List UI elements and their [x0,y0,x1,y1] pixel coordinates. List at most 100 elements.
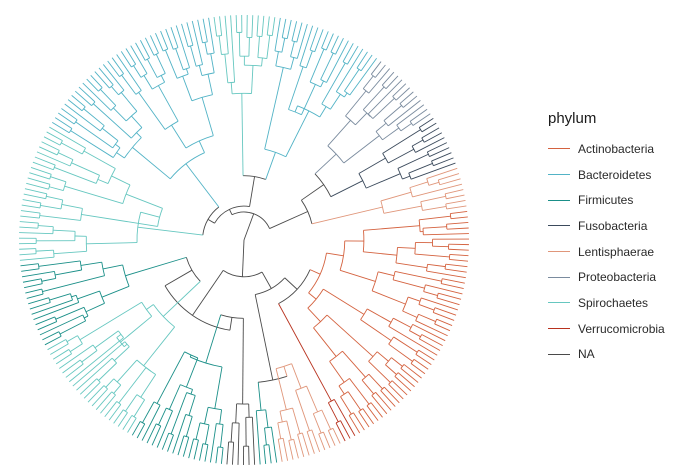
tree-branch [114,346,130,361]
tree-arc [183,67,190,71]
tree-arc [110,105,117,111]
tree-branch [355,112,368,126]
tree-branch [360,319,392,341]
legend-label: NA [578,347,595,362]
tree-branch [403,364,422,379]
tree-branch [25,288,42,294]
tree-branch [113,409,124,424]
tree-branch [446,222,469,225]
tree-arc [54,271,57,279]
legend-swatch [548,353,570,355]
tree-arc [336,91,345,98]
tree-branch [326,314,374,357]
tree-branch [207,219,215,224]
tree-branch [171,124,187,149]
tree-branch [168,384,181,410]
tree-branch [308,292,317,300]
tree-branch [358,157,386,174]
tree-arc [131,415,137,419]
tree-branch [98,67,114,86]
tree-branch [275,368,287,410]
tree-branch [249,176,256,207]
tree-branch [53,229,76,232]
tree-branch [19,256,55,261]
tree-arc [40,278,43,284]
tree-branch [39,314,83,336]
tree-branch [61,142,83,155]
tree-branch [190,389,193,395]
tree-branch [412,113,431,126]
tree-branch [370,61,382,75]
tree-branch [434,323,451,332]
tree-branch [20,215,40,219]
tree-arc [356,67,362,72]
tree-branch [232,442,235,465]
tree-branch [182,75,193,101]
tree-branch [296,23,308,59]
tree-branch [136,132,142,138]
tree-branch [177,435,185,456]
tree-branch [402,310,418,318]
tree-arc [135,90,142,95]
tree-arc [383,120,389,127]
tree-branch [33,302,79,320]
tree-branch [395,87,410,101]
tree-branch [98,362,117,381]
tree-branch [330,93,341,110]
tree-branch [58,152,74,161]
tree-branch [283,366,288,377]
tree-branch [323,431,331,449]
tree-arc [95,175,100,184]
tree-branch [394,376,412,392]
tree-branch [102,264,123,270]
tree-branch [387,148,415,164]
tree-arc [227,81,235,84]
tree-branch [347,391,362,411]
tree-branch [140,40,151,59]
tree-arc [348,412,354,416]
tree-branch [347,45,359,65]
tree-branch [362,75,374,89]
tree-branch [111,175,131,186]
tree-branch [120,92,138,112]
tree-branch [38,260,81,267]
tree-branch [101,127,119,142]
tree-branch [29,302,51,310]
tree-arc [375,131,383,141]
legend-label: Firmicutes [578,193,634,208]
tree-arc [409,324,414,331]
tree-arc [220,314,244,319]
tree-branch [321,62,346,105]
tree-branch [205,314,222,364]
tree-branch [131,115,143,128]
tree-branch [50,176,67,183]
tree-branch [81,350,98,363]
tree-branch [344,92,348,98]
tree-arc [321,103,331,110]
tree-arc [264,426,272,429]
tree-branch [362,86,385,110]
tree-arc [415,349,419,355]
tree-branch [415,137,445,153]
tree-branch [105,378,115,388]
tree-branch [38,225,54,228]
tree-branch [21,268,40,272]
tree-branch [90,74,103,88]
tree-branch [190,45,197,67]
tree-branch [70,130,114,158]
tree-edges [19,15,470,466]
tree-branch [349,57,377,96]
tree-branch [426,167,458,179]
tree-arc [328,399,335,404]
tree-branch [20,210,41,214]
tree-branch [72,341,126,387]
tree-arc [37,263,40,269]
tree-branch [433,311,455,321]
tree-branch [71,162,100,176]
tree-branch [418,313,436,323]
tree-branch [191,20,203,65]
tree-branch [204,407,209,424]
tree-branch [382,127,400,141]
legend-swatch [548,276,570,278]
tree-branch [274,17,281,52]
